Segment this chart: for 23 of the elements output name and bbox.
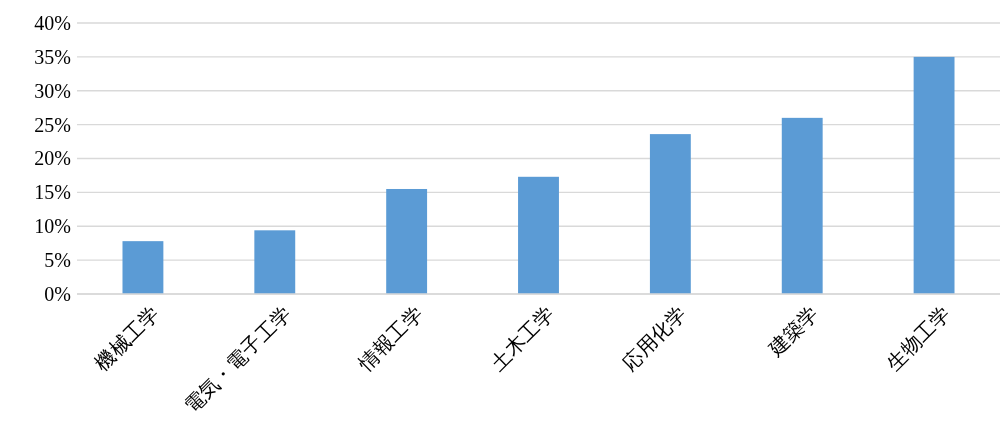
x-tick-label: 建築学 xyxy=(762,301,823,362)
x-tick-label: 生物工学 xyxy=(881,301,955,376)
y-tick-label: 25% xyxy=(34,113,71,136)
x-tick-label: 情報工学 xyxy=(353,301,428,376)
x-tick-label: 機械工学 xyxy=(90,301,164,376)
y-tick-label: 15% xyxy=(34,181,71,204)
y-tick-label: 35% xyxy=(34,45,71,68)
bar xyxy=(649,134,691,294)
x-tick-label: 電気・電子工学 xyxy=(179,301,296,418)
bar xyxy=(254,230,296,294)
y-tick-label: 30% xyxy=(34,79,71,102)
bar xyxy=(913,56,955,294)
bar xyxy=(781,117,823,294)
bar xyxy=(518,176,559,294)
y-tick-label: 20% xyxy=(34,147,71,170)
y-tick-label: 10% xyxy=(34,215,71,238)
bar xyxy=(122,241,164,294)
bar xyxy=(386,188,428,294)
y-tick-label: 40% xyxy=(34,11,71,34)
x-tick-label: 土木工学 xyxy=(485,301,560,376)
x-tick-label: 応用化学 xyxy=(617,301,691,376)
y-tick-label: 5% xyxy=(44,249,71,272)
y-tick-label: 0% xyxy=(44,282,71,305)
